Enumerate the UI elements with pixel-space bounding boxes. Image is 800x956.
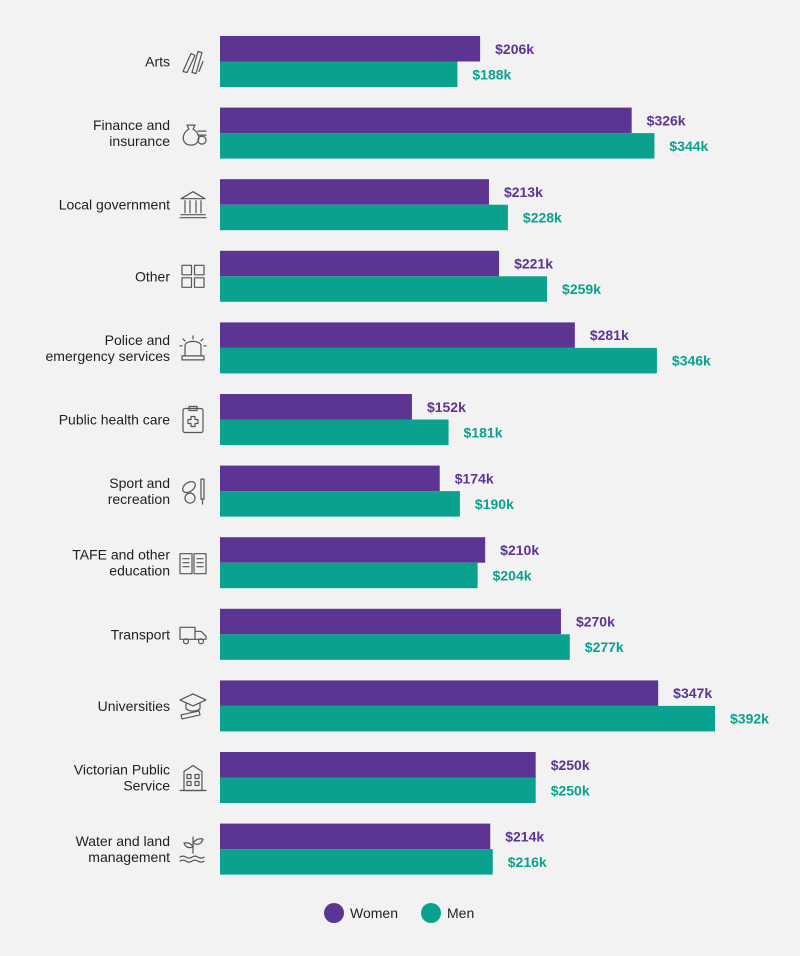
bar-women [220, 107, 632, 134]
category-label: management [88, 849, 170, 865]
truck-icon [179, 626, 207, 645]
graduation-cap-icon [179, 693, 207, 720]
office-building-icon [179, 764, 207, 792]
category-label: Water and land [76, 833, 170, 849]
data-label-men: $392k [730, 711, 769, 727]
siren-icon [179, 335, 207, 361]
open-book-icon [179, 553, 207, 575]
grid-squares-icon [181, 264, 205, 288]
bar-men [220, 133, 655, 159]
data-label-women: $270k [576, 614, 615, 630]
bar-women [220, 752, 536, 778]
bar-women [220, 322, 575, 348]
sports-equipment-icon [182, 478, 205, 505]
data-label-men: $204k [493, 567, 532, 583]
data-label-women: $206k [495, 41, 534, 57]
data-label-men: $181k [464, 424, 503, 440]
data-label-women: $281k [590, 327, 629, 343]
data-label-men: $259k [562, 281, 601, 297]
category-label: Transport [111, 626, 171, 642]
money-bag-icon [182, 124, 207, 146]
bar-women [220, 608, 561, 635]
data-label-men: $228k [523, 209, 562, 225]
data-label-women: $221k [514, 256, 553, 272]
data-label-men: $277k [585, 639, 624, 655]
bar-men [220, 204, 508, 231]
bar-women [220, 823, 491, 850]
paintbrush-icon [182, 50, 204, 75]
category-label: Police and [105, 332, 170, 348]
category-label: Victorian Public [74, 762, 170, 778]
legend-label-women: Women [350, 905, 398, 921]
category-label: Other [135, 268, 170, 284]
bar-men [220, 491, 460, 517]
category-label: Local government [59, 197, 170, 213]
data-label-women: $250k [551, 757, 590, 773]
data-label-women: $210k [500, 542, 539, 558]
category-label: Universities [98, 698, 170, 714]
bar-women [220, 250, 500, 277]
data-label-men: $190k [475, 496, 514, 512]
category-label: TAFE and other [72, 547, 170, 563]
medical-clipboard-icon [182, 405, 204, 434]
category-label: Public health care [59, 412, 171, 428]
bar-men [220, 849, 493, 875]
bar-men [220, 634, 570, 660]
category-label: Finance and [93, 117, 170, 133]
bar-women [220, 394, 412, 420]
bar-men [220, 419, 449, 445]
data-label-men: $346k [672, 353, 711, 369]
category-label: recreation [108, 491, 170, 507]
legend-label-men: Men [447, 905, 474, 921]
bar-women [220, 36, 481, 62]
category-label: Service [123, 778, 170, 794]
bar-women [220, 537, 486, 563]
bar-men [220, 347, 657, 374]
bar-men [220, 777, 536, 803]
category-label: emergency services [46, 348, 171, 364]
category-label: Sport and [109, 475, 170, 491]
bar-women [220, 179, 489, 205]
government-building-icon [179, 191, 207, 219]
bar-men [220, 276, 548, 302]
category-label: Arts [145, 54, 170, 70]
category-label: insurance [109, 133, 170, 149]
legend-swatch-men [421, 903, 441, 923]
bar-men [220, 705, 715, 732]
data-label-women: $214k [505, 828, 544, 844]
data-label-women: $174k [455, 470, 494, 486]
bar-men [220, 562, 478, 589]
data-label-men: $188k [472, 66, 511, 82]
legend-swatch-women [324, 903, 344, 923]
data-label-men: $344k [669, 138, 708, 154]
data-label-women: $347k [673, 685, 712, 701]
data-label-women: $326k [647, 112, 686, 128]
category-label: education [109, 563, 170, 579]
bar-men [220, 61, 458, 87]
plant-water-icon [179, 836, 205, 863]
data-label-men: $250k [551, 782, 590, 798]
data-label-women: $213k [504, 184, 543, 200]
data-label-men: $216k [508, 854, 547, 870]
data-label-women: $152k [427, 399, 466, 415]
bar-women [220, 680, 659, 706]
bar-women [220, 465, 440, 492]
